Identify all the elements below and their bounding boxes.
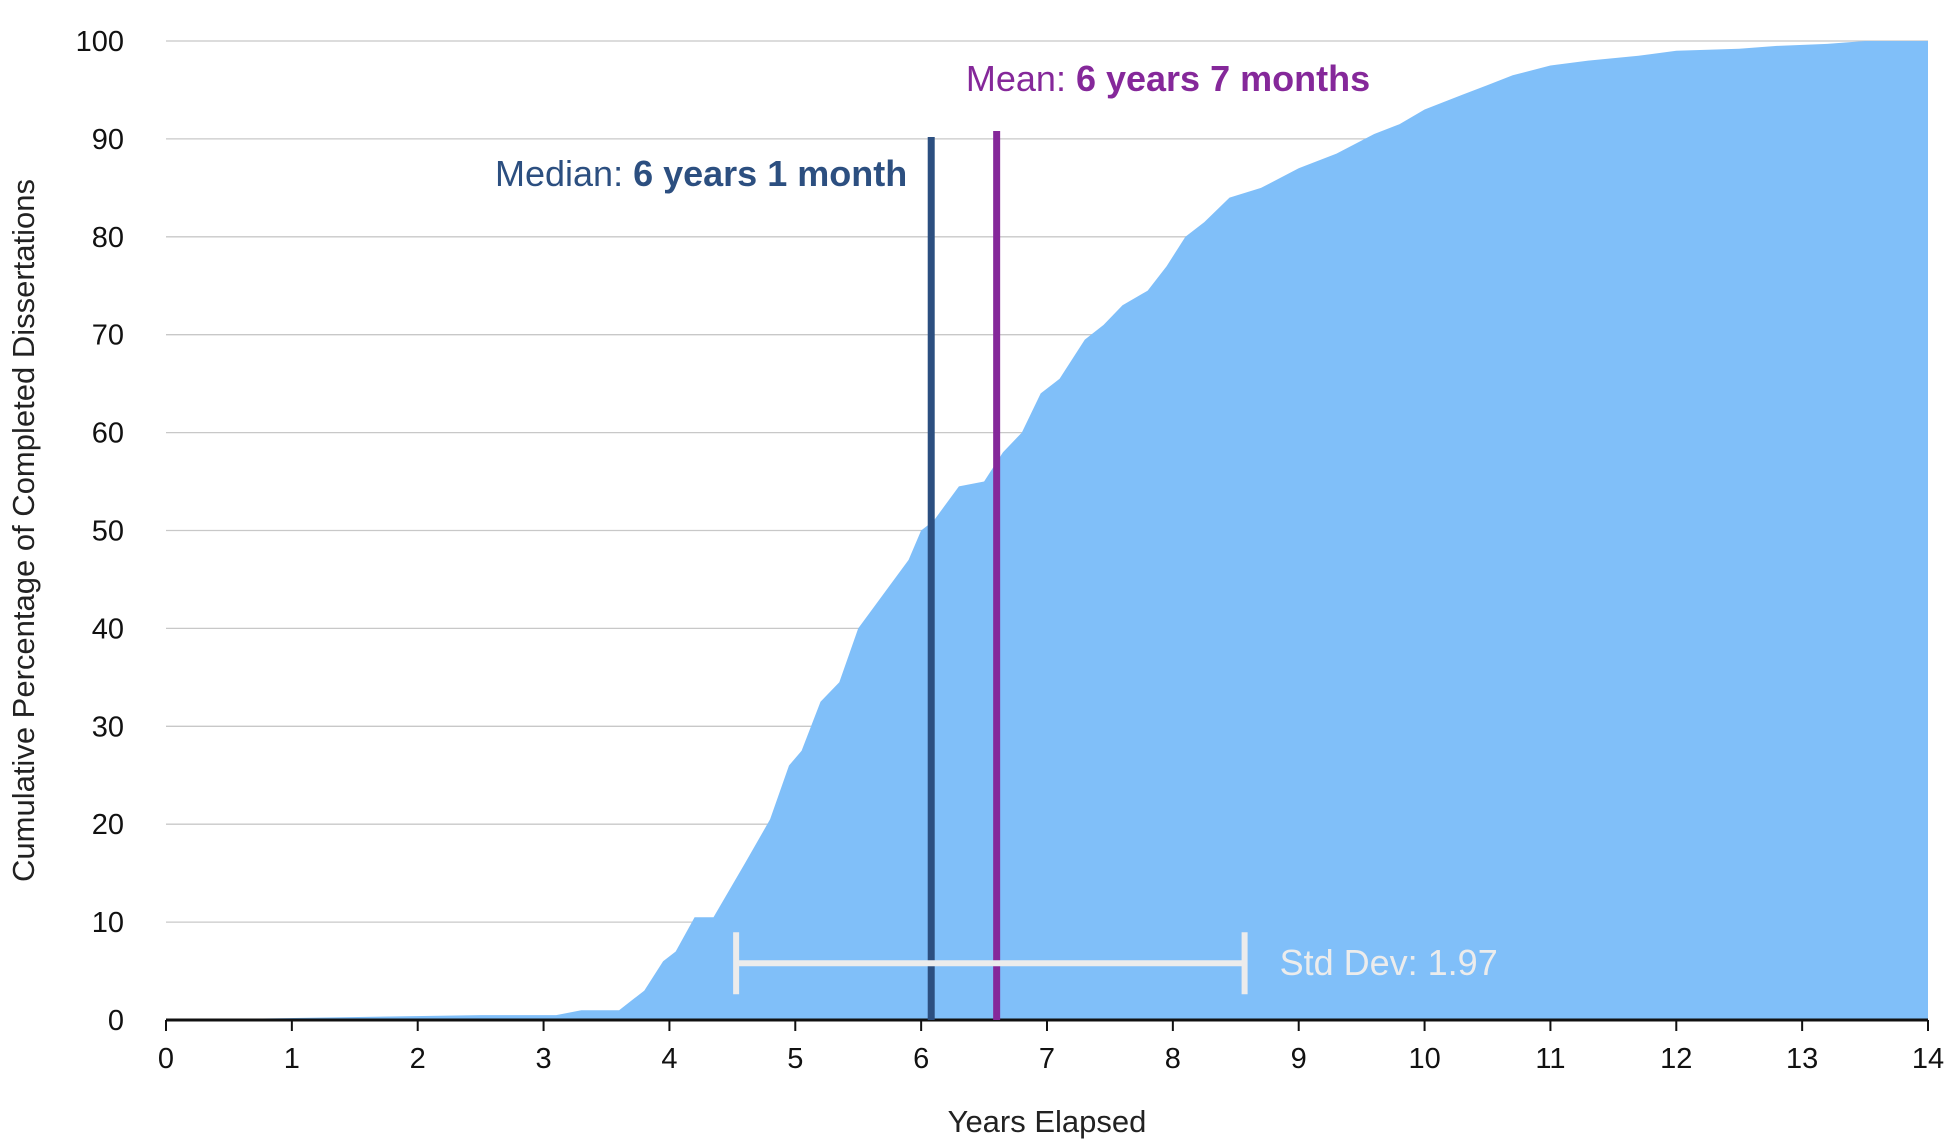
y-tick-80: 80 [92, 222, 124, 254]
x-tick-6: 6 [913, 1043, 929, 1075]
x-tick-1: 1 [284, 1043, 300, 1075]
x-tick-4: 4 [661, 1043, 677, 1075]
x-tick-10: 10 [1408, 1043, 1440, 1075]
y-tick-0: 0 [108, 1005, 124, 1037]
x-tick-3: 3 [536, 1043, 552, 1075]
x-axis-title: Years Elapsed [948, 1104, 1147, 1139]
x-tick-14: 14 [1912, 1043, 1944, 1075]
y-tick-labels: 0 10 20 30 40 50 60 70 80 90 100 [76, 26, 124, 1037]
mean-annotation: Mean: 6 years 7 months [966, 58, 1370, 99]
y-tick-90: 90 [92, 124, 124, 156]
x-tick-0: 0 [158, 1043, 174, 1075]
y-tick-60: 60 [92, 418, 124, 450]
stddev-label: Std Dev: 1.97 [1280, 942, 1498, 983]
x-tick-11: 11 [1535, 1043, 1565, 1075]
median-label: Median: [495, 153, 633, 194]
y-tick-100: 100 [76, 26, 124, 58]
x-tick-labels: 0 1 2 3 4 5 6 7 8 9 10 11 12 13 14 [158, 1020, 1944, 1075]
y-tick-50: 50 [92, 516, 124, 548]
x-tick-7: 7 [1039, 1043, 1055, 1075]
y-tick-10: 10 [92, 907, 124, 939]
y-tick-70: 70 [92, 320, 124, 352]
mean-label: Mean: [966, 58, 1076, 99]
median-value: 6 years 1 month [633, 153, 907, 194]
x-tick-2: 2 [410, 1043, 426, 1075]
x-tick-13: 13 [1786, 1043, 1818, 1075]
y-tick-30: 30 [92, 711, 124, 743]
y-tick-20: 20 [92, 809, 124, 841]
y-tick-40: 40 [92, 613, 124, 645]
mean-value: 6 years 7 months [1076, 58, 1370, 99]
y-axis-title: Cumulative Percentage of Completed Disse… [6, 179, 41, 882]
x-tick-12: 12 [1660, 1043, 1692, 1075]
x-tick-8: 8 [1165, 1043, 1181, 1075]
stddev-range [733, 932, 1248, 995]
x-tick-9: 9 [1291, 1043, 1307, 1075]
median-annotation: Median: 6 years 1 month [495, 153, 907, 194]
x-tick-5: 5 [787, 1043, 803, 1075]
cumulative-area [166, 41, 1928, 1020]
